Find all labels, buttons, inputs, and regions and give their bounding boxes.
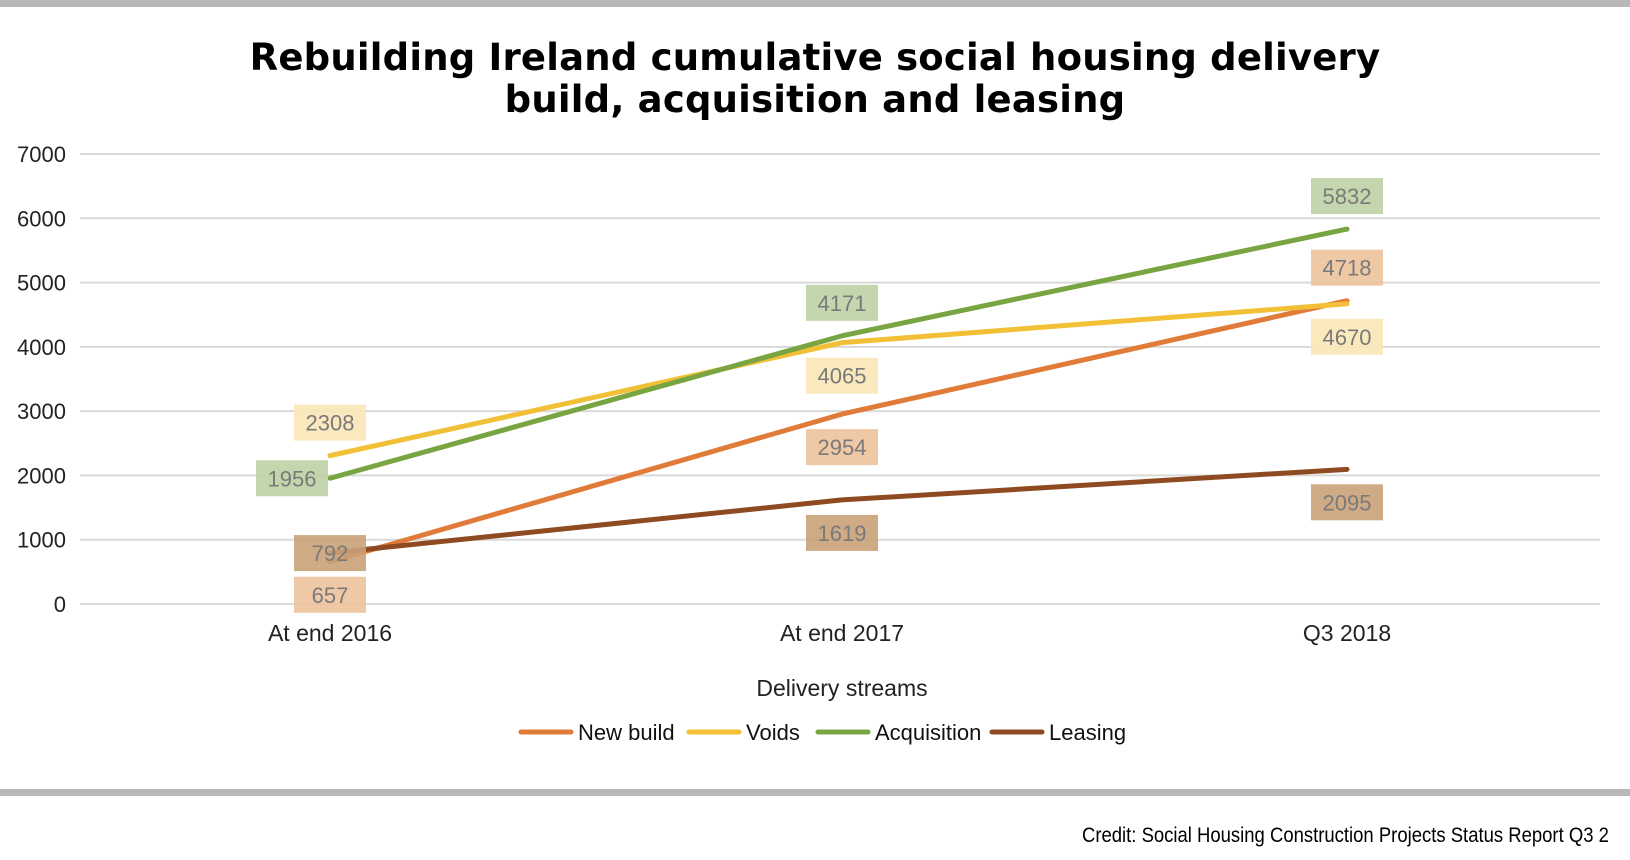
data-label-box [294, 535, 366, 572]
data-label-box [294, 576, 366, 613]
data-label-box [294, 404, 366, 441]
bottom-rule [0, 789, 1630, 796]
data-label-box [806, 514, 878, 551]
series-line [327, 226, 1350, 481]
data-label-text: 4718 [1323, 256, 1372, 281]
data-label-text: 1619 [818, 521, 867, 546]
data-label: 2095 [1311, 484, 1383, 521]
y-tick-label: 0 [54, 592, 66, 617]
data-label: 4670 [1311, 318, 1383, 355]
legend-label: Voids [746, 720, 800, 745]
chart-title-line-1: Rebuilding Ireland cumulative social hou… [249, 36, 1381, 79]
data-label-text: 2954 [818, 435, 867, 460]
data-label-text: 4670 [1323, 325, 1372, 350]
series-line [327, 301, 1350, 459]
data-label-text: 5832 [1323, 184, 1372, 209]
data-label: 4718 [1311, 249, 1383, 286]
x-axis-title: Delivery streams [756, 675, 927, 701]
data-label-box [1311, 178, 1383, 215]
data-label: 657 [294, 576, 366, 613]
data-label: 1619 [806, 514, 878, 551]
legend-label: New build [578, 720, 675, 745]
y-tick-label: 2000 [17, 463, 66, 488]
y-tick-label: 7000 [17, 142, 66, 167]
series-line [327, 298, 1350, 565]
data-label-text: 2095 [1323, 490, 1372, 515]
legend-label: Acquisition [875, 720, 981, 745]
series-line [327, 466, 1350, 556]
data-label-text: 1956 [268, 466, 317, 491]
chart-title-line-2: build, acquisition and leasing [504, 78, 1126, 121]
data-label: 4171 [806, 284, 878, 321]
data-label-box [1311, 318, 1383, 355]
top-rule [0, 0, 1630, 7]
data-label: 2954 [806, 429, 878, 466]
legend-label: Leasing [1049, 720, 1126, 745]
x-tick-label: At end 2017 [780, 620, 904, 646]
data-label: 5832 [1311, 178, 1383, 215]
data-label: 4065 [806, 357, 878, 394]
credit-text: Credit: Social Housing Construction Proj… [1082, 824, 1609, 847]
data-label: 792 [294, 535, 366, 572]
data-label: 1956 [256, 460, 328, 497]
y-tick-label: 3000 [17, 399, 66, 424]
data-label-box [256, 460, 328, 497]
y-tick-label: 6000 [17, 206, 66, 231]
data-label-box [806, 429, 878, 466]
data-label-text: 2308 [306, 411, 355, 436]
data-label-text: 4065 [818, 364, 867, 389]
x-tick-label: Q3 2018 [1303, 620, 1391, 646]
data-label: 2308 [294, 404, 366, 441]
data-label-box [1311, 484, 1383, 521]
data-label-box [806, 284, 878, 321]
y-tick-label: 1000 [17, 528, 66, 553]
y-tick-label: 5000 [17, 271, 66, 296]
y-tick-label: 4000 [17, 335, 66, 360]
x-tick-label: At end 2016 [268, 620, 392, 646]
data-label-box [806, 357, 878, 394]
line-chart: 0 1000 2000 3000 4000 5000 6000 7000 At end 2016… [17, 142, 1600, 745]
data-label-text: 4171 [818, 291, 867, 316]
data-label-text: 792 [312, 541, 349, 566]
data-label-text: 657 [312, 583, 349, 608]
data-label-box [1311, 249, 1383, 286]
